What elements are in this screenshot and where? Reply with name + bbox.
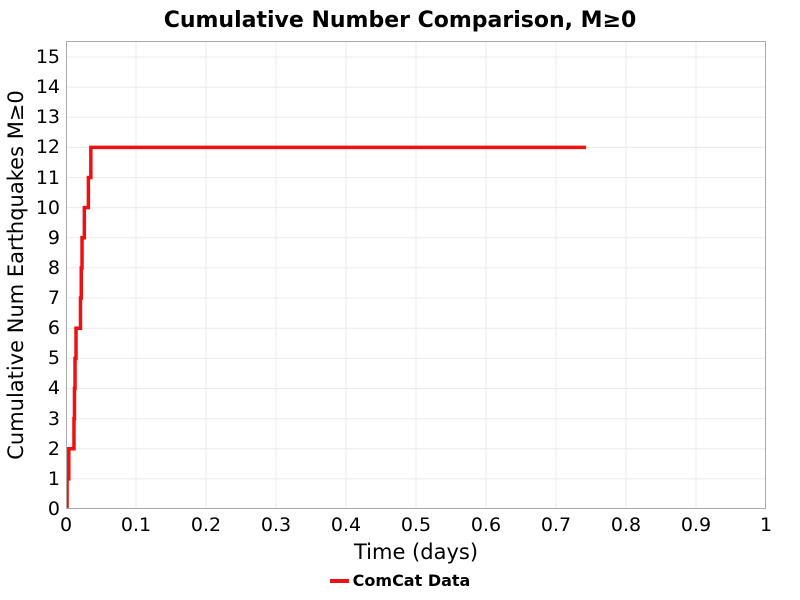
x-tick-label: 0.5: [400, 514, 432, 536]
y-tick-label: 11: [35, 166, 60, 189]
x-tick-label: 0.8: [610, 514, 642, 536]
legend: ComCat Data: [0, 571, 800, 590]
y-tick-label: 1: [47, 467, 60, 490]
chart-title: Cumulative Number Comparison, M≥0: [163, 8, 637, 33]
y-tick-label: 0: [47, 498, 60, 520]
x-tick-label: 0.3: [260, 514, 292, 536]
plot-area: [66, 41, 766, 509]
x-tick-label: 0.6: [470, 514, 502, 536]
y-tick-label: 2: [47, 437, 60, 460]
x-tick-label: 0.4: [330, 514, 362, 536]
y-tick-label: 7: [47, 287, 60, 310]
series-line-comcat-data: [66, 145, 587, 509]
x-tick-label: 0.1: [120, 514, 152, 536]
y-tick-label: 6: [47, 317, 60, 340]
y-tick-label: 13: [35, 106, 60, 129]
plot-frame: [66, 41, 766, 509]
x-axis-title: Time (days): [353, 540, 479, 564]
y-tick-label: 9: [47, 226, 60, 249]
y-tick-label: 3: [47, 407, 60, 430]
x-tick-label: 0.2: [190, 514, 222, 536]
x-tick-label: 0.7: [540, 514, 572, 536]
y-tick-label: 8: [47, 256, 60, 279]
legend-label: ComCat Data: [352, 571, 471, 590]
x-tick-label: 1: [759, 514, 773, 536]
y-tick-label: 5: [47, 347, 60, 370]
y-tick-label: 15: [35, 45, 60, 68]
y-tick-label: 4: [47, 377, 60, 400]
x-tick-label: 0.9: [680, 514, 712, 536]
y-tick-label: 12: [35, 136, 60, 159]
legend-line-swatch: [329, 578, 349, 583]
y-tick-label: 10: [35, 196, 60, 219]
x-tick-label: 0: [59, 514, 73, 536]
y-tick-label: 14: [35, 76, 60, 99]
